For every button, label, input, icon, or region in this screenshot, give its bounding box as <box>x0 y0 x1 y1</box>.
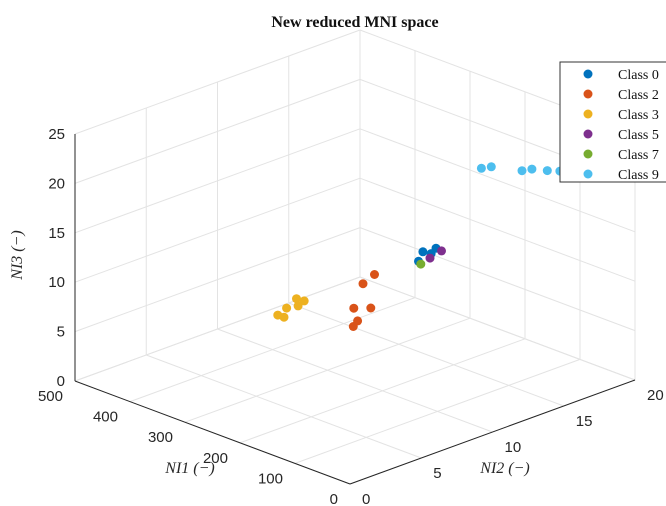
grid-line <box>217 328 493 433</box>
axes-box <box>74 134 636 485</box>
legend-marker <box>583 89 593 99</box>
legend[interactable]: Class 0 Class 2 Class 3 Class 5 Class 7 Class… <box>559 61 666 183</box>
x-tick-label: 300 <box>148 429 173 446</box>
z-axis-label: NI3 (−) <box>9 230 26 280</box>
grid-line <box>74 78 361 184</box>
data-point <box>486 162 496 172</box>
data-point <box>370 270 379 279</box>
legend-entry-label: Class 3 <box>618 108 659 123</box>
data-point <box>542 166 552 176</box>
chart-title: New reduced MNI space <box>271 14 438 31</box>
legend-marker <box>583 169 593 179</box>
legend-entry-label: Class 2 <box>618 88 659 103</box>
data-point <box>437 246 446 256</box>
data-point <box>353 316 363 326</box>
y-tick-label: 20 <box>647 387 664 404</box>
y-axis-label: NI2 (−) <box>479 460 529 477</box>
data-points <box>273 162 577 331</box>
x-tick-label: 200 <box>203 450 228 467</box>
grid-line <box>74 227 361 333</box>
data-point <box>416 259 426 269</box>
data-point <box>299 296 309 306</box>
legend-marker <box>583 129 593 139</box>
z-tick-label: 15 <box>48 225 65 242</box>
z-tick-label: 5 <box>57 324 65 341</box>
legend-entry-label: Class 7 <box>618 148 659 163</box>
grid-line <box>74 276 361 382</box>
data-point <box>293 301 303 311</box>
y-tick-label: 0 <box>362 491 370 506</box>
grid-line <box>74 177 361 283</box>
y-tick-label: 10 <box>505 439 522 456</box>
grid-line <box>359 276 636 381</box>
grid-line <box>288 302 564 407</box>
data-point <box>279 312 289 322</box>
grid-line <box>359 177 636 282</box>
legend-entry-label: Class 5 <box>618 128 659 143</box>
x-axis-line <box>74 380 351 485</box>
x-axis-label: NI1 (−) <box>164 460 214 477</box>
x-tick-label: 500 <box>38 388 63 405</box>
legend-marker <box>583 109 593 119</box>
x-tick-label: 400 <box>93 409 118 426</box>
z-tick-label: 20 <box>48 175 65 192</box>
data-point <box>517 166 527 176</box>
axes-grid <box>74 29 636 485</box>
data-point <box>349 303 359 313</box>
y-axis-line <box>349 379 636 485</box>
data-point <box>425 253 435 263</box>
data-point <box>476 163 486 173</box>
data-point <box>282 303 292 313</box>
y-tick-label: 5 <box>433 465 441 482</box>
z-tick-label: 0 <box>57 373 65 390</box>
data-point <box>292 294 301 304</box>
legend-marker <box>583 149 593 159</box>
legend-box <box>559 61 666 183</box>
data-point <box>418 247 428 257</box>
grid-line <box>146 354 422 459</box>
z-tick-label: 10 <box>48 274 65 291</box>
legend-entry-label: Class 0 <box>618 68 659 83</box>
data-point <box>366 303 376 313</box>
x-tick-label: 0 <box>330 491 338 506</box>
legend-entry-label: Class 9 <box>618 168 659 183</box>
y-tick-label: 15 <box>576 413 593 430</box>
grid-line <box>74 29 361 135</box>
grid-line <box>359 227 636 332</box>
data-point <box>527 164 537 174</box>
grid-line <box>74 128 361 234</box>
legend-marker <box>583 69 593 79</box>
data-point <box>358 279 368 289</box>
grid-line <box>359 128 636 233</box>
x-tick-label: 100 <box>258 470 283 487</box>
z-tick-label: 25 <box>48 126 65 143</box>
